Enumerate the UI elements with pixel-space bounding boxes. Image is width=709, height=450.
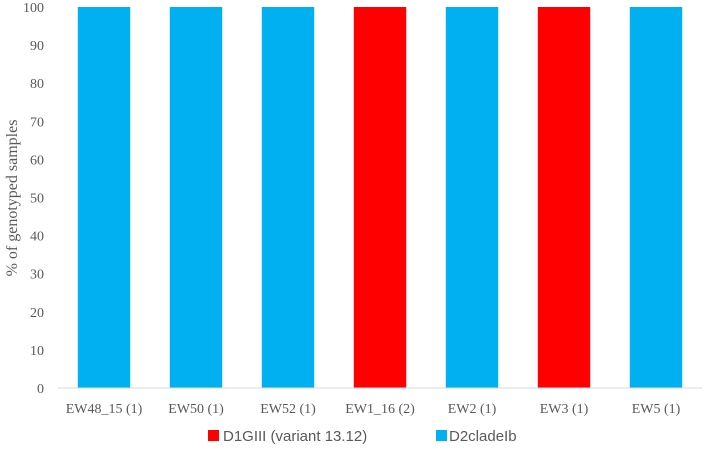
y-tick-label: 80	[30, 77, 44, 92]
bar-segment	[537, 7, 591, 388]
legend-label: D1GIII (variant 13.12)	[223, 428, 367, 445]
y-axis-ticks: 0 10 20 30 40 50 60 70 80 90 100	[23, 1, 44, 397]
y-axis-label-group: % of genotyped samples	[4, 120, 21, 277]
y-tick-label: 20	[30, 306, 44, 321]
x-tick-label: EW3 (1)	[540, 402, 589, 417]
y-tick-label: 60	[30, 153, 44, 168]
bar-segment	[169, 7, 223, 388]
legend-label: D2cladeIb	[449, 428, 517, 445]
bar-segment	[261, 7, 315, 388]
bar-segment	[353, 7, 407, 388]
x-tick-label: EW48_15 (1)	[66, 402, 143, 417]
y-axis-label: % of genotyped samples	[4, 120, 21, 277]
y-tick-label: 30	[30, 268, 44, 283]
x-tick-label: EW50 (1)	[168, 402, 224, 417]
x-tick-label: EW1_16 (2)	[345, 402, 415, 417]
y-tick-label: 0	[37, 382, 44, 397]
y-tick-label: 10	[30, 344, 44, 359]
bar-segment	[629, 7, 683, 388]
y-tick-label: 90	[30, 39, 44, 54]
y-tick-label: 40	[30, 230, 44, 245]
bar-segment	[77, 7, 131, 388]
y-tick-label: 100	[23, 1, 44, 16]
legend: D1GIII (variant 13.12) D2cladeIb	[208, 428, 517, 445]
x-axis-ticks: EW48_15 (1) EW50 (1) EW52 (1) EW1_16 (2) EW2…	[66, 402, 681, 417]
x-tick-label: EW52 (1)	[260, 402, 316, 417]
y-tick-label: 50	[30, 192, 44, 207]
bar-segment	[445, 7, 499, 388]
x-tick-label: EW5 (1)	[632, 402, 681, 417]
legend-swatch	[208, 430, 219, 441]
y-tick-label: 70	[30, 115, 44, 130]
x-tick-label: EW2 (1)	[448, 402, 497, 417]
bars	[77, 7, 683, 388]
legend-swatch	[436, 430, 447, 441]
